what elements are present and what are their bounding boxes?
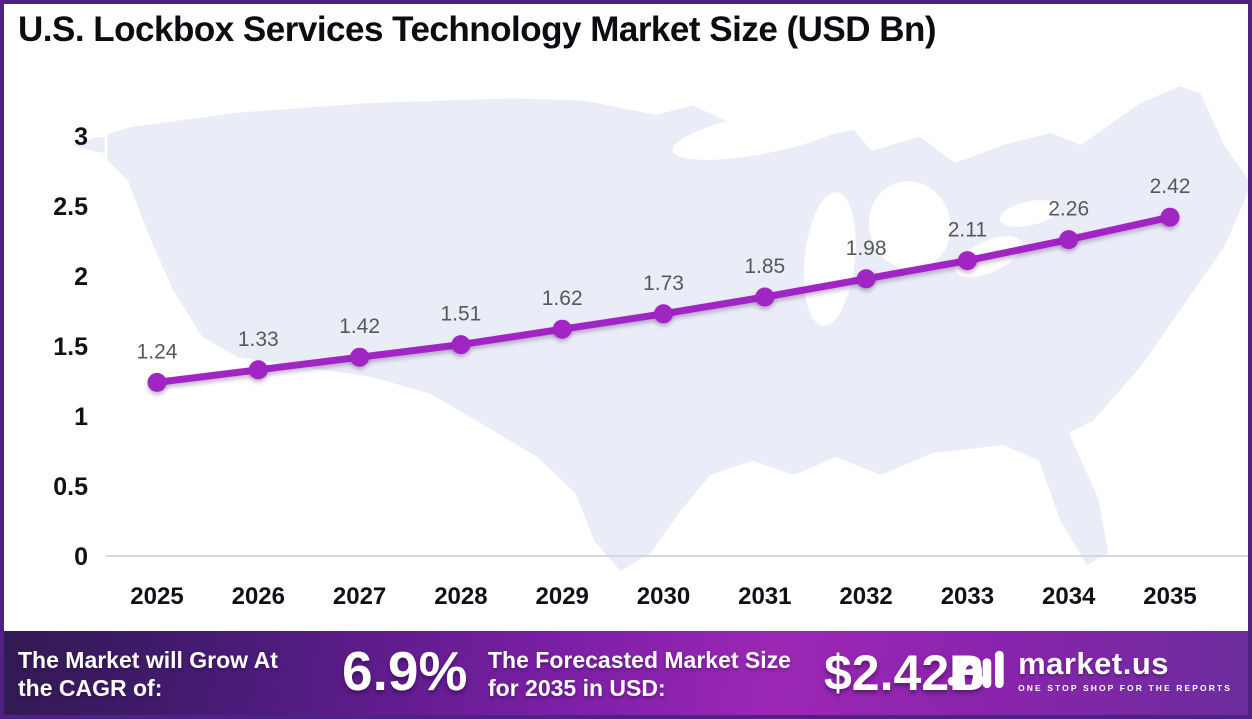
data-point-2033 [957,251,977,271]
data-label-2033: 2.11 [948,219,987,242]
x-tick-label: 2030 [637,583,690,610]
x-tick-label: 2031 [738,583,791,610]
y-tick-label: 1.5 [53,333,88,361]
market-us-logo-icon [947,650,1004,688]
data-point-2028 [451,335,471,355]
data-point-2027 [350,347,370,367]
data-label-2032: 1.98 [846,237,887,260]
brand-logo: market.us ONE STOP SHOP FOR THE REPORTS [946,644,1232,696]
y-tick-label: 1 [74,403,88,431]
brand-tagline: ONE STOP SHOP FOR THE REPORTS [1018,682,1232,693]
great-lakes [672,106,1059,326]
data-label-2026: 1.33 [238,328,279,351]
chart-title: U.S. Lockbox Services Technology Market … [18,10,937,49]
brand-text: market.us ONE STOP SHOP FOR THE REPORTS [1018,648,1232,693]
data-label-2034: 2.26 [1048,198,1089,221]
data-label-2030: 1.73 [643,272,684,295]
x-tick-label: 2029 [536,583,589,610]
series-line [153,213,1174,386]
brand-name: market.us [1018,645,1170,681]
x-tick-label: 2027 [333,583,386,610]
data-label-2035: 2.42 [1150,175,1191,198]
data-point-2030 [654,304,673,324]
data-point-2035 [1160,207,1180,227]
data-point-2026 [248,360,268,380]
x-tick-label: 2035 [1143,583,1196,610]
x-tick-label: 2034 [1042,583,1096,610]
data-point-2025 [147,372,167,392]
y-tick-label: 2 [74,263,88,291]
data-label-2029: 1.62 [542,287,583,310]
forecast-label: The Forecasted Market Size for 2035 in U… [488,647,791,702]
x-tick-label: 2026 [232,583,285,610]
cagr-value: 6.9% [342,640,468,702]
y-tick-label: 0 [74,543,88,571]
x-tick-label: 2025 [130,583,183,610]
x-tick-label: 2033 [941,583,994,610]
us-map-silhouette [70,86,1248,571]
cagr-label: The Market will Grow At the CAGR of: [18,647,278,702]
footer-banner: The Market will Grow At the CAGR of: 6.9… [4,631,1248,715]
data-label-2025: 1.24 [137,340,178,363]
data-label-2028: 1.51 [440,303,481,326]
line-chart: 0 0.5 1 1.5 2 2.5 3 2025 2026 2027 2028 2029 2030 203… [53,123,1248,610]
x-tick-label: 2028 [434,583,487,610]
data-point-2032 [856,269,876,289]
y-tick-label: 0.5 [53,473,88,501]
data-point-2034 [1059,230,1079,250]
data-label-2027: 1.42 [339,315,380,338]
data-label-2031: 1.85 [744,255,785,278]
y-tick-label: 2.5 [53,193,88,221]
x-tick-label: 2032 [839,583,892,610]
data-point-2029 [552,319,572,339]
us-map-shape [70,86,1248,571]
y-tick-label: 3 [74,123,88,151]
data-point-2031 [755,287,775,307]
